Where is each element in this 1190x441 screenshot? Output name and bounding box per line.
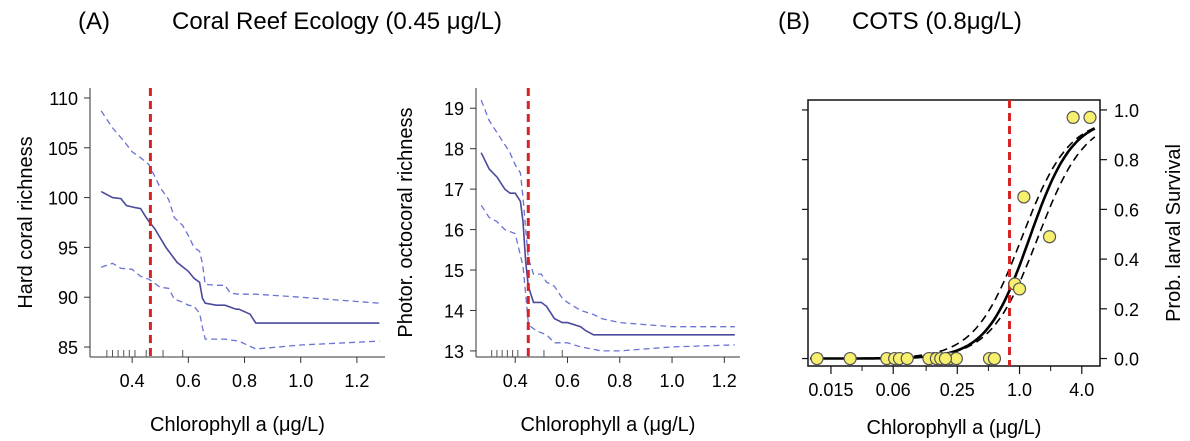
- chart3-x-tick-label: 4.0: [1069, 380, 1094, 400]
- chart2-x-tick-label: 0.4: [503, 371, 528, 391]
- chart1-series-upper: [100, 110, 380, 304]
- chart2-y-tick-label: 18: [444, 140, 464, 160]
- panel-a-title: Coral Reef Ecology (0.45 μg/L): [172, 8, 502, 35]
- chart1-y-label: Hard coral richness: [15, 136, 37, 308]
- chart1-x-label: Chlorophyll a (μg/L): [150, 414, 325, 436]
- chart2-y-label: Photor. octocoral richness: [395, 107, 417, 337]
- chart3-curve-lower: [810, 136, 1096, 360]
- chart3-x-tick-label: 1.0: [1007, 380, 1032, 400]
- chart1-series-lower: [100, 262, 380, 350]
- chart3-y-tick-label: 0.6: [1114, 200, 1139, 220]
- chart3-point: [1083, 110, 1097, 125]
- chart2-x-tick-label: 1.2: [712, 371, 737, 391]
- chart2-x-tick-label: 0.8: [607, 371, 632, 391]
- chart1-y-tick-label: 100: [48, 189, 78, 209]
- chart3-curve-fit: [810, 127, 1096, 360]
- chart1-x-tick-label: 0.8: [232, 371, 257, 391]
- panel-a-letter: (A): [78, 8, 110, 35]
- chart3-point: [900, 351, 914, 366]
- chart2-y-tick-label: 19: [444, 99, 464, 119]
- chart3-point: [949, 351, 963, 366]
- chart2-y-tick-label: 16: [444, 221, 464, 241]
- chart1-y-tick-label: 90: [58, 288, 78, 308]
- chart1-x-tick-label: 0.6: [176, 371, 201, 391]
- chart3-point: [938, 351, 953, 366]
- chart1-y-tick-label: 95: [58, 238, 78, 258]
- chart1-series-fit: [100, 190, 380, 324]
- chart3-y-tick-label: 0.8: [1114, 151, 1139, 171]
- panel-b-letter: (B): [778, 8, 810, 35]
- panel-b-title: COTS (0.8μg/L): [852, 8, 1022, 35]
- chart2-y-tick-label: 13: [444, 342, 464, 362]
- chart3-x-tick-label: 0.25: [940, 380, 975, 400]
- chart2-series-fit: [480, 152, 735, 336]
- chart3-curve-upper: [810, 126, 1096, 360]
- chart3-point: [843, 351, 857, 366]
- chart2-y-tick-label: 17: [444, 180, 464, 200]
- chart3-point: [1042, 230, 1057, 244]
- chart3-x-label: Chlorophyll a (μg/L): [867, 417, 1042, 439]
- chart3-frame: [807, 99, 1101, 367]
- chart1-y-tick-label: 85: [58, 338, 78, 358]
- chart3-y-tick-label: 0.4: [1114, 250, 1139, 270]
- chart3-y-tick-label: 0.2: [1114, 300, 1139, 320]
- chart3-point: [1066, 110, 1080, 125]
- chart2-series-lower: [480, 204, 735, 352]
- chart3-point: [1017, 190, 1031, 204]
- chart3-y-tick-label: 1.0: [1114, 101, 1139, 121]
- chart2-y-tick-label: 14: [444, 301, 464, 321]
- chart1-y-tick-label: 110: [49, 89, 78, 109]
- chart3-point: [810, 351, 824, 366]
- chart1-y-tick-label: 105: [48, 139, 78, 159]
- chart3-point: [987, 351, 1002, 366]
- chart2-x-tick-label: 0.6: [555, 371, 580, 391]
- chart1-x-tick-label: 1.2: [344, 371, 369, 391]
- chart3-x-tick-label: 0.015: [808, 380, 853, 400]
- chart3-x-tick-label: 0.06: [876, 380, 911, 400]
- chart1-x-tick-label: 0.4: [120, 371, 145, 391]
- chart3-point: [1012, 282, 1027, 296]
- chart3-y-tick-label: 0.0: [1114, 350, 1139, 370]
- chart2-series-upper: [480, 99, 735, 328]
- chart1-x-tick-label: 1.0: [288, 371, 313, 391]
- chart3-y-label: Prob. larval Survival: [1163, 144, 1185, 322]
- chart2-x-tick-label: 1.0: [660, 371, 685, 391]
- chart2-x-label: Chlorophyll a (μg/L): [521, 414, 696, 436]
- chart2-y-tick-label: 15: [444, 261, 464, 281]
